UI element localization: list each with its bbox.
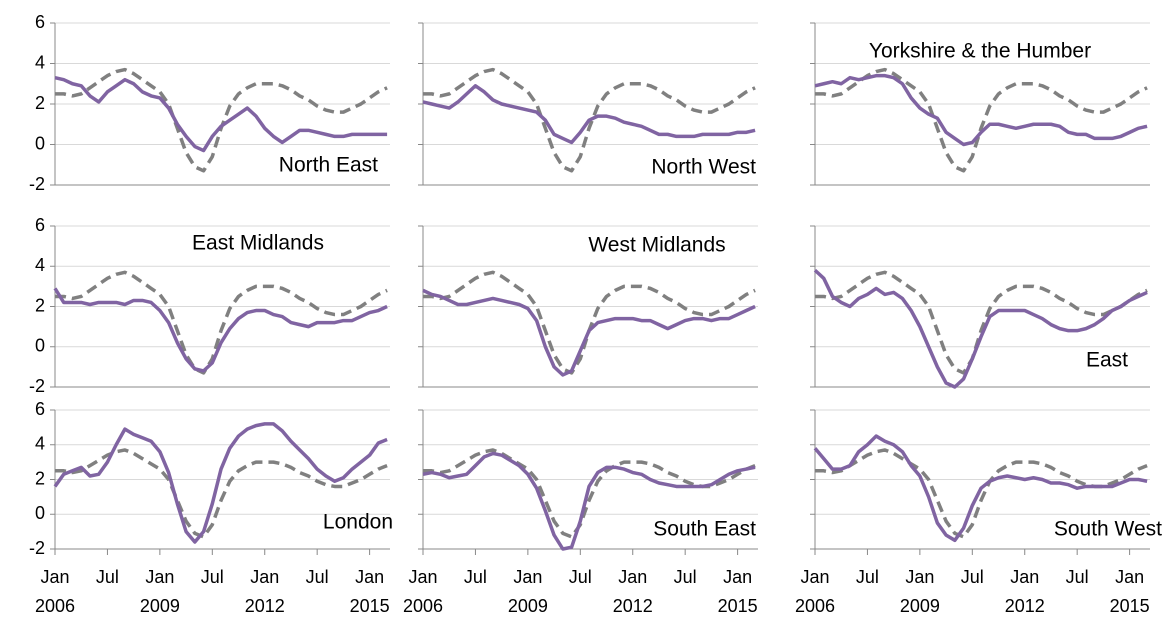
dashed-line — [423, 67, 756, 173]
x-tick-label: Jan — [1115, 567, 1144, 587]
y-tick-label: 4 — [35, 434, 45, 454]
y-tick-label: 0 — [35, 503, 45, 523]
y-tick-label: 2 — [35, 295, 45, 315]
line — [53, 422, 388, 544]
x-tick-label: Jul — [569, 567, 592, 587]
y-tick-label: 0 — [35, 133, 45, 153]
x-tick-label: Jan — [250, 567, 279, 587]
x-tick-year: 2015 — [1110, 596, 1150, 616]
x-tick-year: 2006 — [35, 596, 75, 616]
panel-title: East — [1086, 349, 1128, 372]
x-tick-year: 2006 — [403, 596, 443, 616]
x-tick-label: Jan — [40, 567, 69, 587]
x-tick-year: 2012 — [613, 596, 653, 616]
x-tick-label: Jul — [961, 567, 984, 587]
x-tick-label: Jul — [464, 567, 487, 587]
x-tick-label: Jul — [306, 567, 329, 587]
x-tick-label: Jan — [355, 567, 384, 587]
panel-title: South West — [1054, 518, 1162, 541]
y-tick-label: -2 — [29, 174, 45, 194]
line — [814, 73, 1148, 147]
y-tick-label: 6 — [35, 399, 45, 419]
x-tick-year: 2009 — [900, 596, 940, 616]
line — [53, 287, 388, 373]
line — [813, 434, 1148, 543]
y-tick-label: 4 — [35, 52, 45, 72]
x-tick-label: Jan — [723, 567, 752, 587]
line — [422, 451, 756, 551]
panel-title: South East — [653, 518, 756, 541]
x-tick-label: Jan — [1010, 567, 1039, 587]
x-tick-year: 2012 — [1005, 596, 1045, 616]
x-tick-label: Jan — [800, 567, 829, 587]
dashed-line — [815, 67, 1148, 173]
x-tick-label: Jul — [856, 567, 879, 587]
line — [422, 288, 756, 377]
x-tick-label: Jan — [618, 567, 647, 587]
y-tick-label: -2 — [29, 538, 45, 558]
x-tick-year: 2009 — [140, 596, 180, 616]
y-tick-label: 6 — [35, 215, 45, 235]
x-tick-label: Jan — [905, 567, 934, 587]
panel-title: Yorkshire & the Humber — [869, 40, 1091, 63]
dashed-line — [423, 270, 756, 375]
x-tick-label: Jul — [674, 567, 697, 587]
y-tick-label: 0 — [35, 336, 45, 356]
x-tick-label: Jan — [408, 567, 437, 587]
x-tick-label: Jul — [201, 567, 224, 587]
line — [813, 268, 1148, 389]
x-tick-year: 2015 — [350, 596, 390, 616]
dashed-line — [815, 270, 1148, 375]
y-tick-label: -2 — [29, 376, 45, 396]
panel-title: East Midlands — [192, 232, 324, 255]
x-tick-label: Jul — [96, 567, 119, 587]
y-tick-label: 2 — [35, 468, 45, 488]
panel-title: North West — [651, 156, 756, 179]
panel-title: London — [323, 511, 393, 534]
x-tick-year: 2012 — [245, 596, 285, 616]
y-tick-label: 2 — [35, 93, 45, 113]
x-tick-label: Jan — [513, 567, 542, 587]
x-tick-label: Jan — [145, 567, 174, 587]
x-tick-year: 2009 — [508, 596, 548, 616]
y-tick-label: 6 — [35, 12, 45, 32]
x-tick-year: 2006 — [795, 596, 835, 616]
panel-title: North East — [279, 154, 378, 177]
line — [422, 84, 756, 145]
panel-title: West Midlands — [588, 234, 725, 257]
x-tick-year: 2015 — [718, 596, 758, 616]
x-tick-label: Jul — [1066, 567, 1089, 587]
dashed-line — [55, 270, 388, 375]
line — [54, 75, 388, 153]
y-tick-label: 4 — [35, 255, 45, 275]
